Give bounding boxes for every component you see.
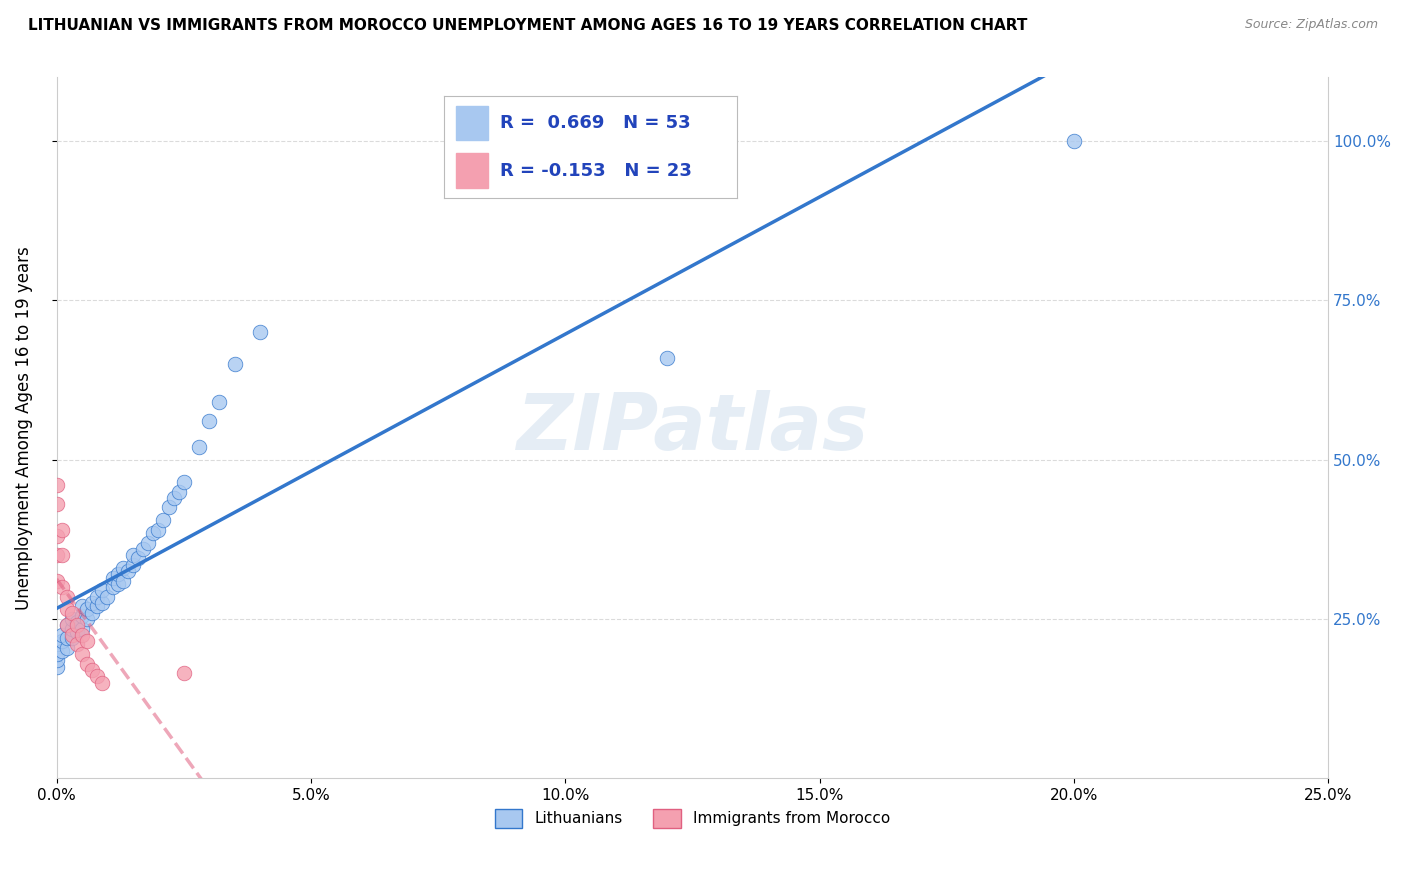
Point [148,523,170,537]
Point [45,497,67,511]
Point [55,618,77,632]
Point [86,669,108,683]
Text: LITHUANIAN VS IMMIGRANTS FROM MOROCCO UNEMPLOYMENT AMONG AGES 16 TO 19 YEARS COR: LITHUANIAN VS IMMIGRANTS FROM MOROCCO UN… [28,18,1028,33]
Point [45,548,67,562]
Point [45,529,67,543]
Point [55,590,77,604]
Point [188,440,211,454]
Point [55,631,77,645]
Point [157,500,180,515]
Point [162,491,184,505]
Point [45,574,67,588]
Point [122,558,145,572]
Point [51,523,73,537]
Point [173,475,195,489]
Point [60,631,83,645]
Point [111,574,134,588]
Point [173,666,195,681]
Point [167,484,190,499]
Point [45,478,67,492]
Point [70,628,93,642]
Point [91,583,114,598]
Point [82,596,104,610]
Text: ZIPatlas: ZIPatlas [516,390,869,466]
Point [208,395,231,409]
Point [1063,134,1085,148]
Point [107,567,129,582]
Point [127,551,149,566]
Point [91,596,114,610]
Point [66,618,89,632]
Point [70,599,93,614]
Text: Source: ZipAtlas.com: Source: ZipAtlas.com [1244,18,1378,31]
Point [86,599,108,614]
Point [45,647,67,661]
Point [96,590,118,604]
Point [45,659,67,673]
Point [198,414,221,428]
Legend: Lithuanians, Immigrants from Morocco: Lithuanians, Immigrants from Morocco [488,803,896,834]
Point [136,535,159,549]
Point [91,675,114,690]
Point [142,525,165,540]
Point [70,622,93,636]
Point [66,637,89,651]
Point [101,580,124,594]
Point [66,624,89,639]
Point [51,634,73,648]
Point [82,606,104,620]
Point [152,513,174,527]
Point [70,647,93,661]
Point [76,602,98,616]
Point [45,653,67,667]
Point [51,580,73,594]
Point [101,570,124,584]
Point [82,663,104,677]
Point [55,618,77,632]
Point [107,577,129,591]
Y-axis label: Unemployment Among Ages 16 to 19 years: Unemployment Among Ages 16 to 19 years [15,246,32,610]
Point [45,637,67,651]
Point [60,622,83,636]
Point [51,548,73,562]
Point [60,628,83,642]
Point [86,590,108,604]
Point [224,357,246,371]
Point [76,612,98,626]
Point [55,640,77,655]
Point [76,634,98,648]
Point [51,628,73,642]
Point [55,602,77,616]
Point [132,541,155,556]
Point [66,615,89,629]
Point [51,644,73,658]
Point [60,612,83,626]
Point [111,561,134,575]
Point [76,657,98,671]
Point [655,351,678,365]
Point [249,326,271,340]
Point [70,608,93,623]
Point [122,548,145,562]
Point [60,606,83,620]
Point [117,564,139,578]
